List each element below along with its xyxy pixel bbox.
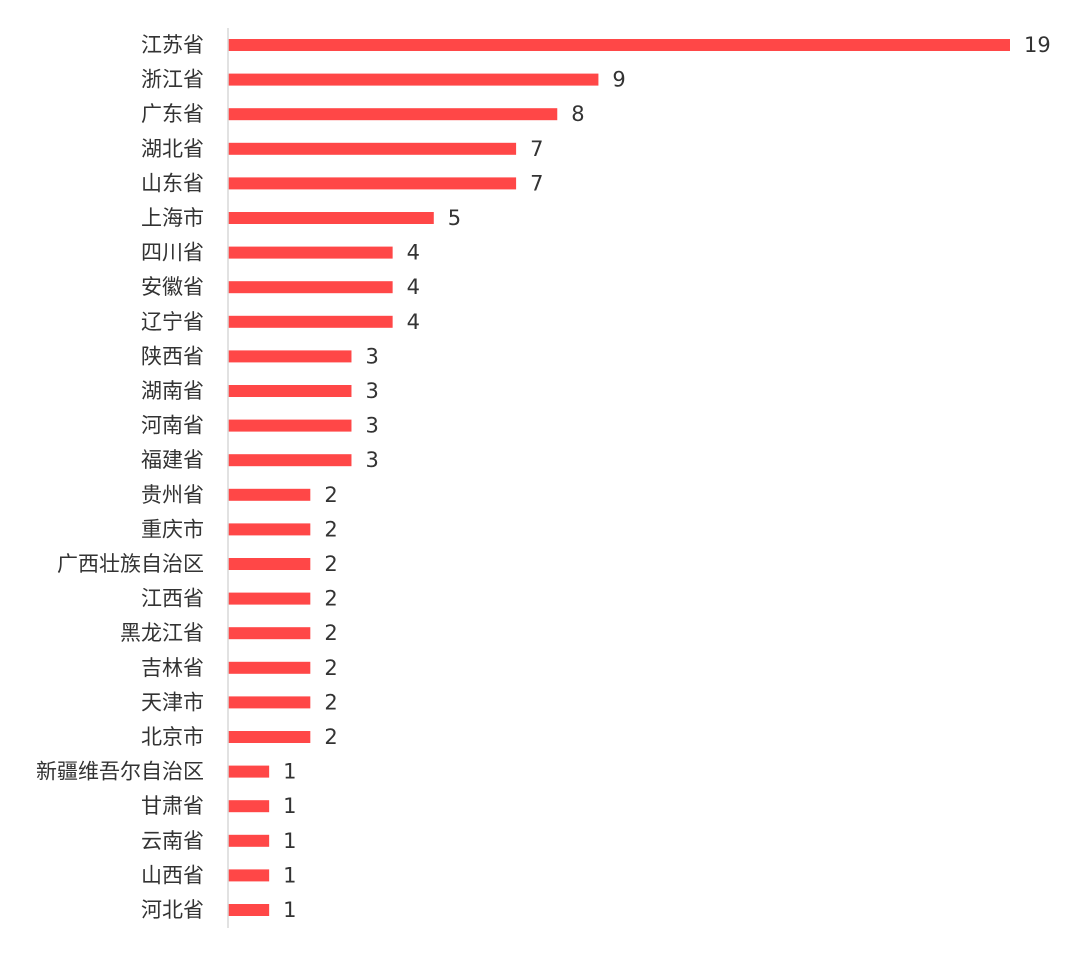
bar <box>228 765 270 778</box>
bar <box>228 523 311 536</box>
value-label: 4 <box>407 241 420 265</box>
value-label: 2 <box>324 725 337 749</box>
category-label: 甘肃省 <box>141 794 204 818</box>
bar <box>228 661 311 674</box>
value-label: 7 <box>530 171 543 195</box>
value-label: 1 <box>283 898 296 922</box>
category-label: 浙江省 <box>141 68 204 92</box>
value-label: 2 <box>324 587 337 611</box>
category-label: 安徽省 <box>141 275 204 299</box>
category-label: 河北省 <box>141 898 204 922</box>
bar <box>228 108 558 121</box>
bar <box>228 627 311 640</box>
value-label: 7 <box>530 137 543 161</box>
value-label: 3 <box>365 414 378 438</box>
value-label: 2 <box>324 621 337 645</box>
value-label: 2 <box>324 552 337 576</box>
bar <box>228 834 270 847</box>
category-label: 湖北省 <box>141 137 204 161</box>
value-label: 5 <box>448 206 461 230</box>
value-label: 4 <box>407 275 420 299</box>
category-label: 北京市 <box>141 725 204 749</box>
bar <box>228 39 1010 51</box>
category-label: 福建省 <box>141 448 204 472</box>
category-label: 上海市 <box>141 206 204 230</box>
value-label: 2 <box>324 483 337 507</box>
value-label: 3 <box>365 344 378 368</box>
category-label: 河南省 <box>141 414 204 438</box>
bar <box>228 419 352 432</box>
bar <box>228 800 270 813</box>
value-label: 2 <box>324 656 337 680</box>
category-label: 湖南省 <box>141 379 204 403</box>
bar <box>228 731 311 743</box>
value-label: 3 <box>365 379 378 403</box>
value-label: 3 <box>365 448 378 472</box>
category-label: 贵州省 <box>141 483 204 507</box>
category-label: 江苏省 <box>141 33 204 57</box>
bar <box>228 454 352 467</box>
value-label: 4 <box>407 310 420 334</box>
category-label: 广西壮族自治区 <box>57 552 204 576</box>
value-label: 19 <box>1024 33 1051 57</box>
value-label: 1 <box>283 760 296 784</box>
bar <box>228 488 311 501</box>
value-labels: 19 9 8 7 7 5 4 4 4 3 3 3 3 2 2 2 2 2 2 2 2 1 1 1 1 1 <box>283 33 1051 922</box>
value-label: 2 <box>324 517 337 541</box>
bar <box>228 142 517 155</box>
category-label: 陕西省 <box>141 344 204 368</box>
category-labels: 江苏省浙江省广东省湖北省山东省上海市四川省安徽省辽宁省陕西省湖南省河南省福建省贵… <box>36 33 204 922</box>
bar <box>228 385 352 397</box>
category-label: 吉林省 <box>141 656 204 680</box>
bar <box>228 592 311 605</box>
category-label: 重庆市 <box>141 517 204 541</box>
category-label: 广东省 <box>141 102 204 126</box>
bar <box>228 281 393 294</box>
bar <box>228 904 270 916</box>
value-label: 1 <box>283 863 296 887</box>
bar <box>228 315 393 328</box>
category-label: 黑龙江省 <box>120 621 204 645</box>
category-label: 新疆维吾尔自治区 <box>36 760 204 784</box>
value-label: 1 <box>283 794 296 818</box>
category-label: 辽宁省 <box>141 310 204 334</box>
bar <box>228 558 311 570</box>
category-label: 山西省 <box>141 863 204 887</box>
bar <box>228 73 599 86</box>
value-label: 9 <box>612 68 625 92</box>
bar <box>228 696 311 709</box>
bar <box>228 246 393 259</box>
bars <box>228 39 1010 916</box>
category-label: 山东省 <box>141 171 204 195</box>
bar <box>228 350 352 363</box>
bar <box>228 177 517 190</box>
bar <box>228 869 270 882</box>
value-label: 8 <box>571 102 584 126</box>
value-label: 1 <box>283 829 296 853</box>
value-label: 2 <box>324 690 337 714</box>
bar <box>228 212 434 224</box>
category-label: 江西省 <box>141 587 204 611</box>
category-label: 四川省 <box>141 241 204 265</box>
category-label: 天津市 <box>141 690 204 714</box>
category-label: 云南省 <box>141 829 204 853</box>
